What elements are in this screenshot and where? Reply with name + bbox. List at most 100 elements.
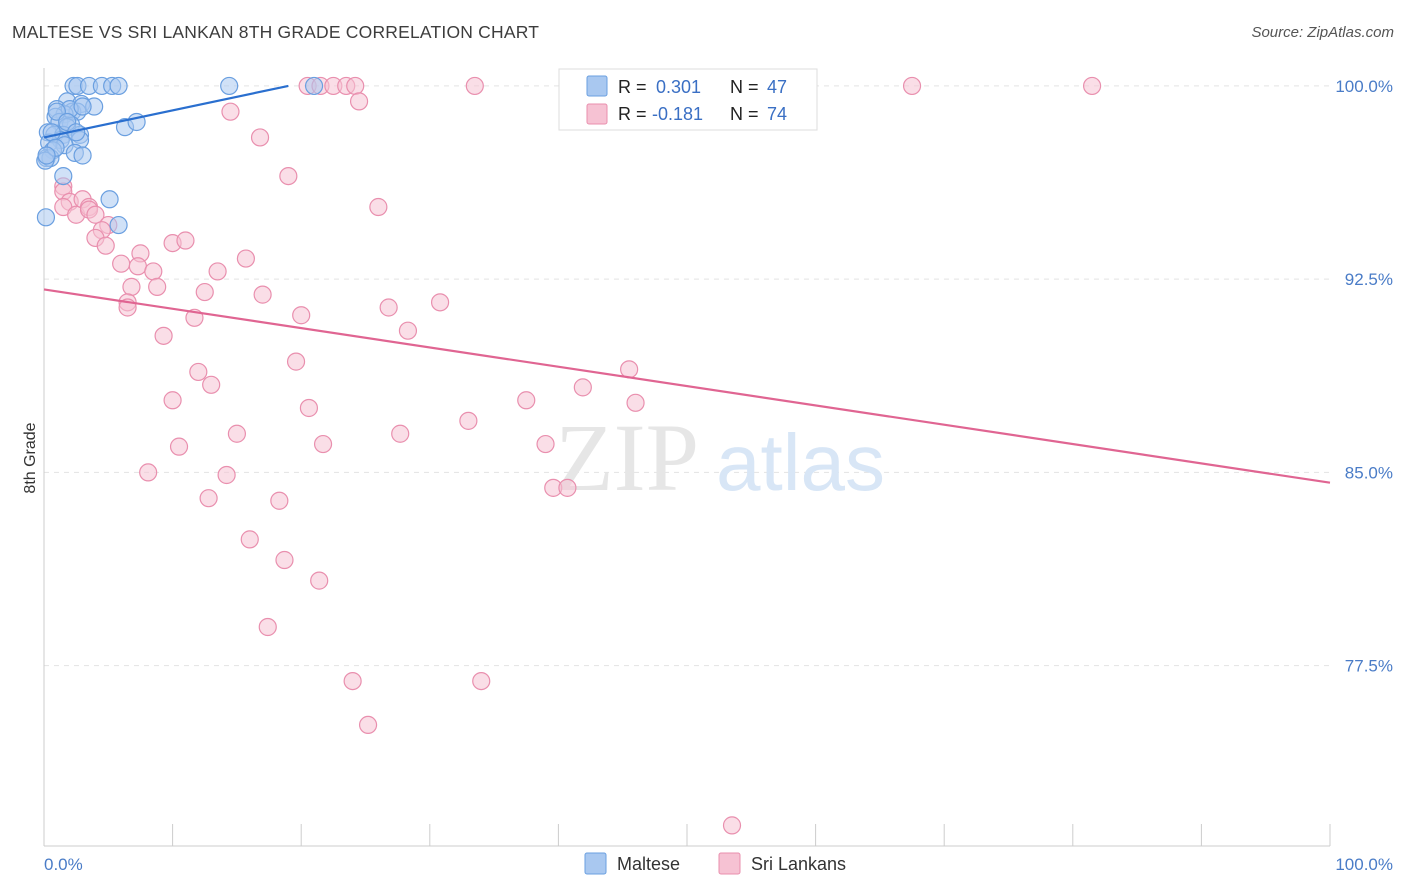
legend-swatch-sri-lankans: [586, 103, 608, 125]
maltese-trend-line: [43, 84, 289, 139]
sri-lankans-point: [208, 262, 227, 281]
sri-lankans-point: [217, 465, 236, 485]
sri-lankans-point: [620, 360, 639, 379]
sri-lankans-point: [472, 672, 491, 691]
maltese-point: [42, 123, 61, 142]
sri-lankans-point: [358, 715, 378, 735]
sri-lankans-point: [227, 424, 246, 443]
source-label: Source: ZipAtlas.com: [1251, 24, 1394, 41]
legend-swatch-maltese: [586, 75, 608, 97]
sri-lankans-point: [199, 489, 218, 508]
y-tick-labels: 100.0% 92.5% 85.0% 77.5%: [1335, 77, 1393, 676]
sri-lankans-point: [313, 434, 333, 454]
sri-lankans-point: [391, 424, 410, 443]
sri-lankans-point: [369, 197, 388, 217]
sri-lankans-point: [286, 352, 306, 371]
chart-title: MALTESE VS SRI LANKAN 8TH GRADE CORRELAT…: [12, 22, 540, 42]
sri-lankans-point: [253, 285, 272, 304]
bottom-legend-swatch-maltese: [584, 852, 607, 875]
sri-lankans-point: [148, 277, 167, 296]
sri-lankans-point: [299, 398, 319, 418]
sri-lankans-point: [195, 282, 214, 302]
sri-lankans-point: [270, 491, 289, 510]
maltese-point: [109, 76, 128, 96]
maltese-point: [73, 97, 92, 116]
sri-lankans-point: [86, 205, 105, 224]
legend-r-value-sri-lankans: -0.181: [652, 104, 703, 124]
maltese-point: [100, 190, 119, 209]
sri-lankans-point: [169, 437, 189, 456]
sri-lankans-point: [292, 306, 311, 325]
sri-lankans-point: [258, 617, 277, 637]
legend-r-label-maltese: R =: [618, 77, 647, 97]
x-tick-label: 100.0%: [1335, 855, 1393, 874]
legend-n-label-maltese: N =: [730, 77, 759, 97]
sri-lankans-point: [144, 262, 163, 281]
sri-lankans-point: [250, 128, 270, 147]
sri-lankans-point: [459, 411, 478, 430]
legend-n-label-sri-lankans: N =: [730, 104, 759, 124]
sri-lankans-point: [310, 571, 329, 590]
y-tick-label: 85.0%: [1345, 463, 1393, 482]
maltese-point: [73, 146, 92, 165]
legend-n-value-sri-lankans: 74: [767, 104, 787, 124]
sri-lankans-point: [96, 236, 115, 255]
y-axis-label: 8th Grade: [22, 422, 39, 493]
legend: R = 0.301 N = 47 R = -0.181 N = 74: [558, 68, 818, 131]
maltese-point: [109, 215, 128, 235]
sri-lankans-point: [626, 393, 645, 412]
sri-lankans-point: [176, 231, 195, 250]
sri-lankans-point: [536, 434, 555, 454]
legend-r-value-maltese: 0.301: [656, 77, 701, 97]
sri-lankans-point: [346, 76, 365, 96]
sri-lankans-point: [430, 293, 450, 312]
sri-lankans-point: [122, 277, 141, 296]
sri-lankans-trend-line: [43, 288, 1331, 484]
trend-lines: [43, 84, 1331, 484]
sri-lankans-point: [558, 478, 577, 497]
sri-lankans-point: [465, 76, 484, 96]
sri-lankans-point: [221, 102, 240, 121]
sri-lankans-point: [189, 362, 208, 382]
sri-lankans-point: [517, 391, 536, 410]
sri-lankans-point: [128, 257, 147, 276]
sri-lankans-point: [202, 375, 221, 394]
sri-lankans-point: [902, 76, 922, 96]
sri-lankans-point: [139, 463, 158, 482]
sri-lankans-point: [398, 321, 418, 340]
x-ticks: 0.0% 100.0%: [43, 824, 1393, 874]
sri-lankans-point: [163, 391, 182, 410]
watermark-zip: ZIP: [555, 404, 699, 511]
watermark-atlas: atlas: [716, 418, 885, 507]
y-tick-label: 92.5%: [1345, 270, 1393, 289]
sri-lankans-point: [279, 166, 298, 186]
sri-lankans-point: [236, 249, 256, 268]
watermark: ZIP atlas: [555, 404, 885, 511]
sri-lankans-point: [240, 530, 259, 549]
x-tick-label: 0.0%: [44, 855, 83, 874]
sri-lankans-point: [349, 92, 369, 111]
y-tick-label: 77.5%: [1345, 657, 1393, 676]
bottom-legend-label-sri-lankans: Sri Lankans: [751, 854, 846, 874]
grid-lines: [44, 85, 1330, 667]
maltese-point: [36, 208, 56, 227]
bottom-legend: Maltese Sri Lankans: [584, 852, 846, 875]
y-tick-label: 100.0%: [1335, 77, 1393, 96]
bottom-legend-label-maltese: Maltese: [617, 854, 680, 874]
sri-lankans-point: [154, 326, 173, 345]
maltese-point: [304, 76, 324, 96]
maltese-point: [54, 166, 73, 186]
sri-lankans-point: [573, 378, 592, 397]
sri-lankans-point: [379, 298, 398, 317]
legend-n-value-maltese: 47: [767, 77, 787, 97]
maltese-point: [220, 76, 239, 96]
legend-r-label-sri-lankans: R =: [618, 104, 647, 124]
sri-lankans-point: [275, 550, 294, 570]
sri-lankans-point: [112, 254, 131, 273]
sri-lankans-point: [343, 672, 362, 691]
sri-lankans-point: [722, 816, 742, 835]
maltese-point: [37, 146, 56, 165]
sri-lankans-point: [1082, 76, 1102, 96]
bottom-legend-swatch-sri-lankans: [718, 852, 741, 875]
